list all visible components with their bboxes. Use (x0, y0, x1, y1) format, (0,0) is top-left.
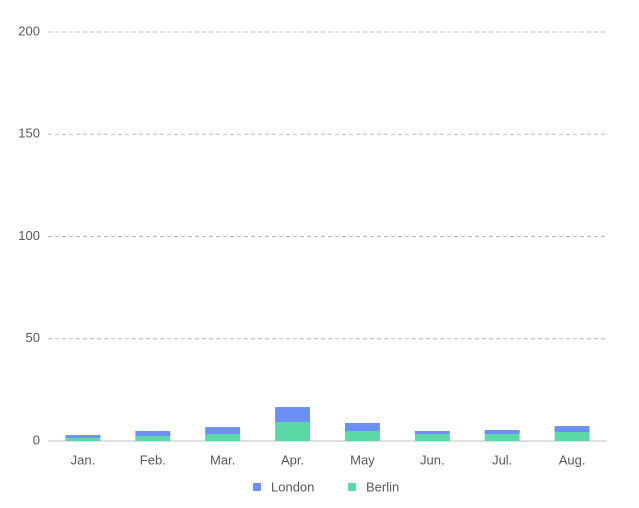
bar-segment (554, 426, 590, 433)
bar-segment (65, 435, 101, 438)
bar-segment (275, 407, 311, 422)
bar-segment (65, 437, 101, 441)
bar-segment (135, 436, 171, 441)
bar-segment (344, 430, 380, 441)
x-tick-label: Feb. (140, 452, 166, 467)
bar-segment (414, 434, 450, 441)
bar-segment (205, 434, 241, 441)
x-tick-label: Jun. (420, 452, 445, 467)
x-tick-label: Jul. (492, 452, 512, 467)
bar-segment (414, 430, 450, 435)
legend-marker (253, 483, 261, 491)
x-tick-label: Aug. (559, 452, 586, 467)
y-tick-label: 150 (18, 126, 40, 141)
bar-segment (275, 421, 311, 441)
bar-segment (344, 423, 380, 431)
y-tick-label: 0 (33, 432, 40, 447)
bar-segment (484, 429, 520, 435)
bar-segment (554, 432, 590, 441)
y-tick-label: 100 (18, 228, 40, 243)
x-tick-label: Jan. (71, 452, 96, 467)
y-tick-label: 50 (26, 330, 40, 345)
legend-label: Berlin (366, 479, 399, 494)
y-tick-label: 200 (18, 23, 40, 38)
x-tick-label: Apr. (281, 452, 304, 467)
x-tick-label: May (350, 452, 375, 467)
x-tick-label: Mar. (210, 452, 235, 467)
legend-marker (348, 483, 356, 491)
bar-segment (135, 430, 171, 437)
bar-segment (205, 427, 241, 435)
legend-label: London (271, 479, 314, 494)
bar-segment (484, 434, 520, 441)
